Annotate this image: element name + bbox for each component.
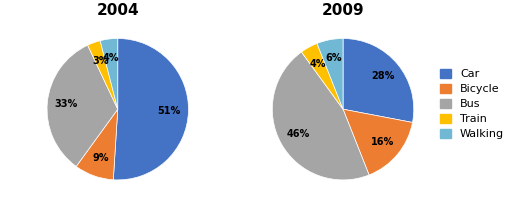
Text: 9%: 9% [92,153,109,163]
Wedge shape [272,52,369,180]
Wedge shape [317,38,343,109]
Text: 3%: 3% [92,56,109,66]
Text: 4%: 4% [310,59,327,69]
Text: 6%: 6% [325,53,342,63]
Text: 33%: 33% [55,99,78,109]
Wedge shape [88,41,118,109]
Wedge shape [76,109,118,180]
Wedge shape [47,45,118,166]
Wedge shape [343,38,414,123]
Wedge shape [343,109,413,175]
Text: 16%: 16% [371,137,394,147]
Text: 51%: 51% [158,106,181,116]
Wedge shape [113,38,188,180]
Text: 4%: 4% [103,53,119,63]
Title: 2009: 2009 [322,3,365,18]
Wedge shape [100,38,118,109]
Text: 28%: 28% [371,71,395,81]
Wedge shape [302,43,343,109]
Text: 46%: 46% [286,129,309,139]
Legend: Car, Bicycle, Bus, Train, Walking: Car, Bicycle, Bus, Train, Walking [438,67,506,141]
Title: 2004: 2004 [96,3,139,18]
